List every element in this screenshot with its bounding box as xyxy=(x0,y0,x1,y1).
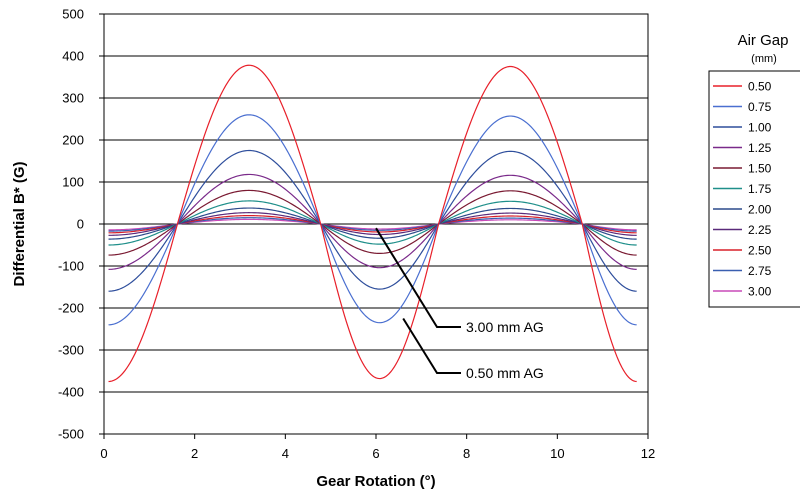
x-tick-label: 6 xyxy=(372,446,379,461)
series-line-3.00 xyxy=(108,218,637,231)
y-tick-label: -500 xyxy=(58,427,84,442)
y-tick-label: -200 xyxy=(58,301,84,316)
series-lines xyxy=(108,64,637,383)
series-line-2.75 xyxy=(108,217,637,232)
x-tick-label: 12 xyxy=(641,446,655,461)
legend: Air Gap (mm) 0.50 0.75 1.00 1.25 1.50 1.75 2.0… xyxy=(708,32,800,308)
annotation-label: 0.50 mm AG xyxy=(466,365,544,381)
series-line-1.50 xyxy=(108,189,637,256)
y-tick-label: 0 xyxy=(77,217,84,232)
series-line-0.50 xyxy=(108,64,637,383)
y-tick-label: 100 xyxy=(62,175,84,190)
legend-subtitle: (mm) xyxy=(751,53,777,65)
x-tick-label: 2 xyxy=(191,446,198,461)
legend-item-label: 2.75 xyxy=(748,264,772,278)
series-line-1.25 xyxy=(108,173,637,270)
annotation-arrow xyxy=(375,227,461,328)
x-axis-ticks: 0 2 4 6 8 10 12 xyxy=(100,434,655,461)
y-axis-ticks: -500 -400 -300 -200 -100 0 100 200 300 400 500 xyxy=(58,7,104,442)
series-line-2.00 xyxy=(108,207,637,240)
legend-item-label: 2.50 xyxy=(748,243,772,257)
y-tick-label: -300 xyxy=(58,343,84,358)
series-line-2.50 xyxy=(108,215,637,234)
annotation-label: 3.00 mm AG xyxy=(466,319,544,335)
series-line-0.75 xyxy=(108,114,637,326)
legend-item-label: 0.75 xyxy=(748,100,772,114)
grid-lines xyxy=(104,55,648,393)
y-tick-label: 300 xyxy=(62,91,84,106)
legend-item-label: 2.25 xyxy=(748,223,772,237)
legend-item-label: 1.50 xyxy=(748,161,772,175)
annotation-arrow xyxy=(402,317,461,374)
y-tick-label: 500 xyxy=(62,7,84,22)
legend-item-label: 1.75 xyxy=(748,182,772,196)
x-axis-label: Gear Rotation (°) xyxy=(316,473,435,490)
series-line-2.25 xyxy=(108,212,637,236)
series-line-1.00 xyxy=(108,149,637,292)
legend-item-label: 1.25 xyxy=(748,141,772,155)
x-tick-label: 8 xyxy=(463,446,470,461)
series-line-1.75 xyxy=(108,200,637,246)
x-tick-label: 4 xyxy=(282,446,289,461)
plot-area xyxy=(103,13,649,435)
legend-item-label: 2.00 xyxy=(748,202,772,216)
y-tick-label: 200 xyxy=(62,133,84,148)
annotations: 3.00 mm AG 0.50 mm AG xyxy=(375,227,544,381)
legend-title: Air Gap xyxy=(738,32,789,49)
legend-item-label: 1.00 xyxy=(748,120,772,134)
x-tick-label: 0 xyxy=(100,446,107,461)
y-tick-label: -100 xyxy=(58,259,84,274)
y-tick-label: 400 xyxy=(62,49,84,64)
y-tick-label: -400 xyxy=(58,385,84,400)
legend-item-label: 3.00 xyxy=(748,284,772,298)
legend-item-label: 0.50 xyxy=(748,79,772,93)
x-tick-label: 10 xyxy=(550,446,564,461)
y-axis-label: Differential B* (G) xyxy=(11,161,28,286)
